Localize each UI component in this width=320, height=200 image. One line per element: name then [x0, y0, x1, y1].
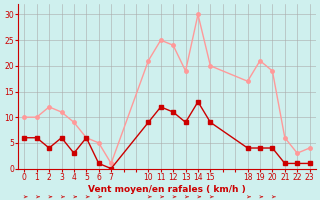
X-axis label: Vent moyen/en rafales ( km/h ): Vent moyen/en rafales ( km/h )	[88, 185, 246, 194]
